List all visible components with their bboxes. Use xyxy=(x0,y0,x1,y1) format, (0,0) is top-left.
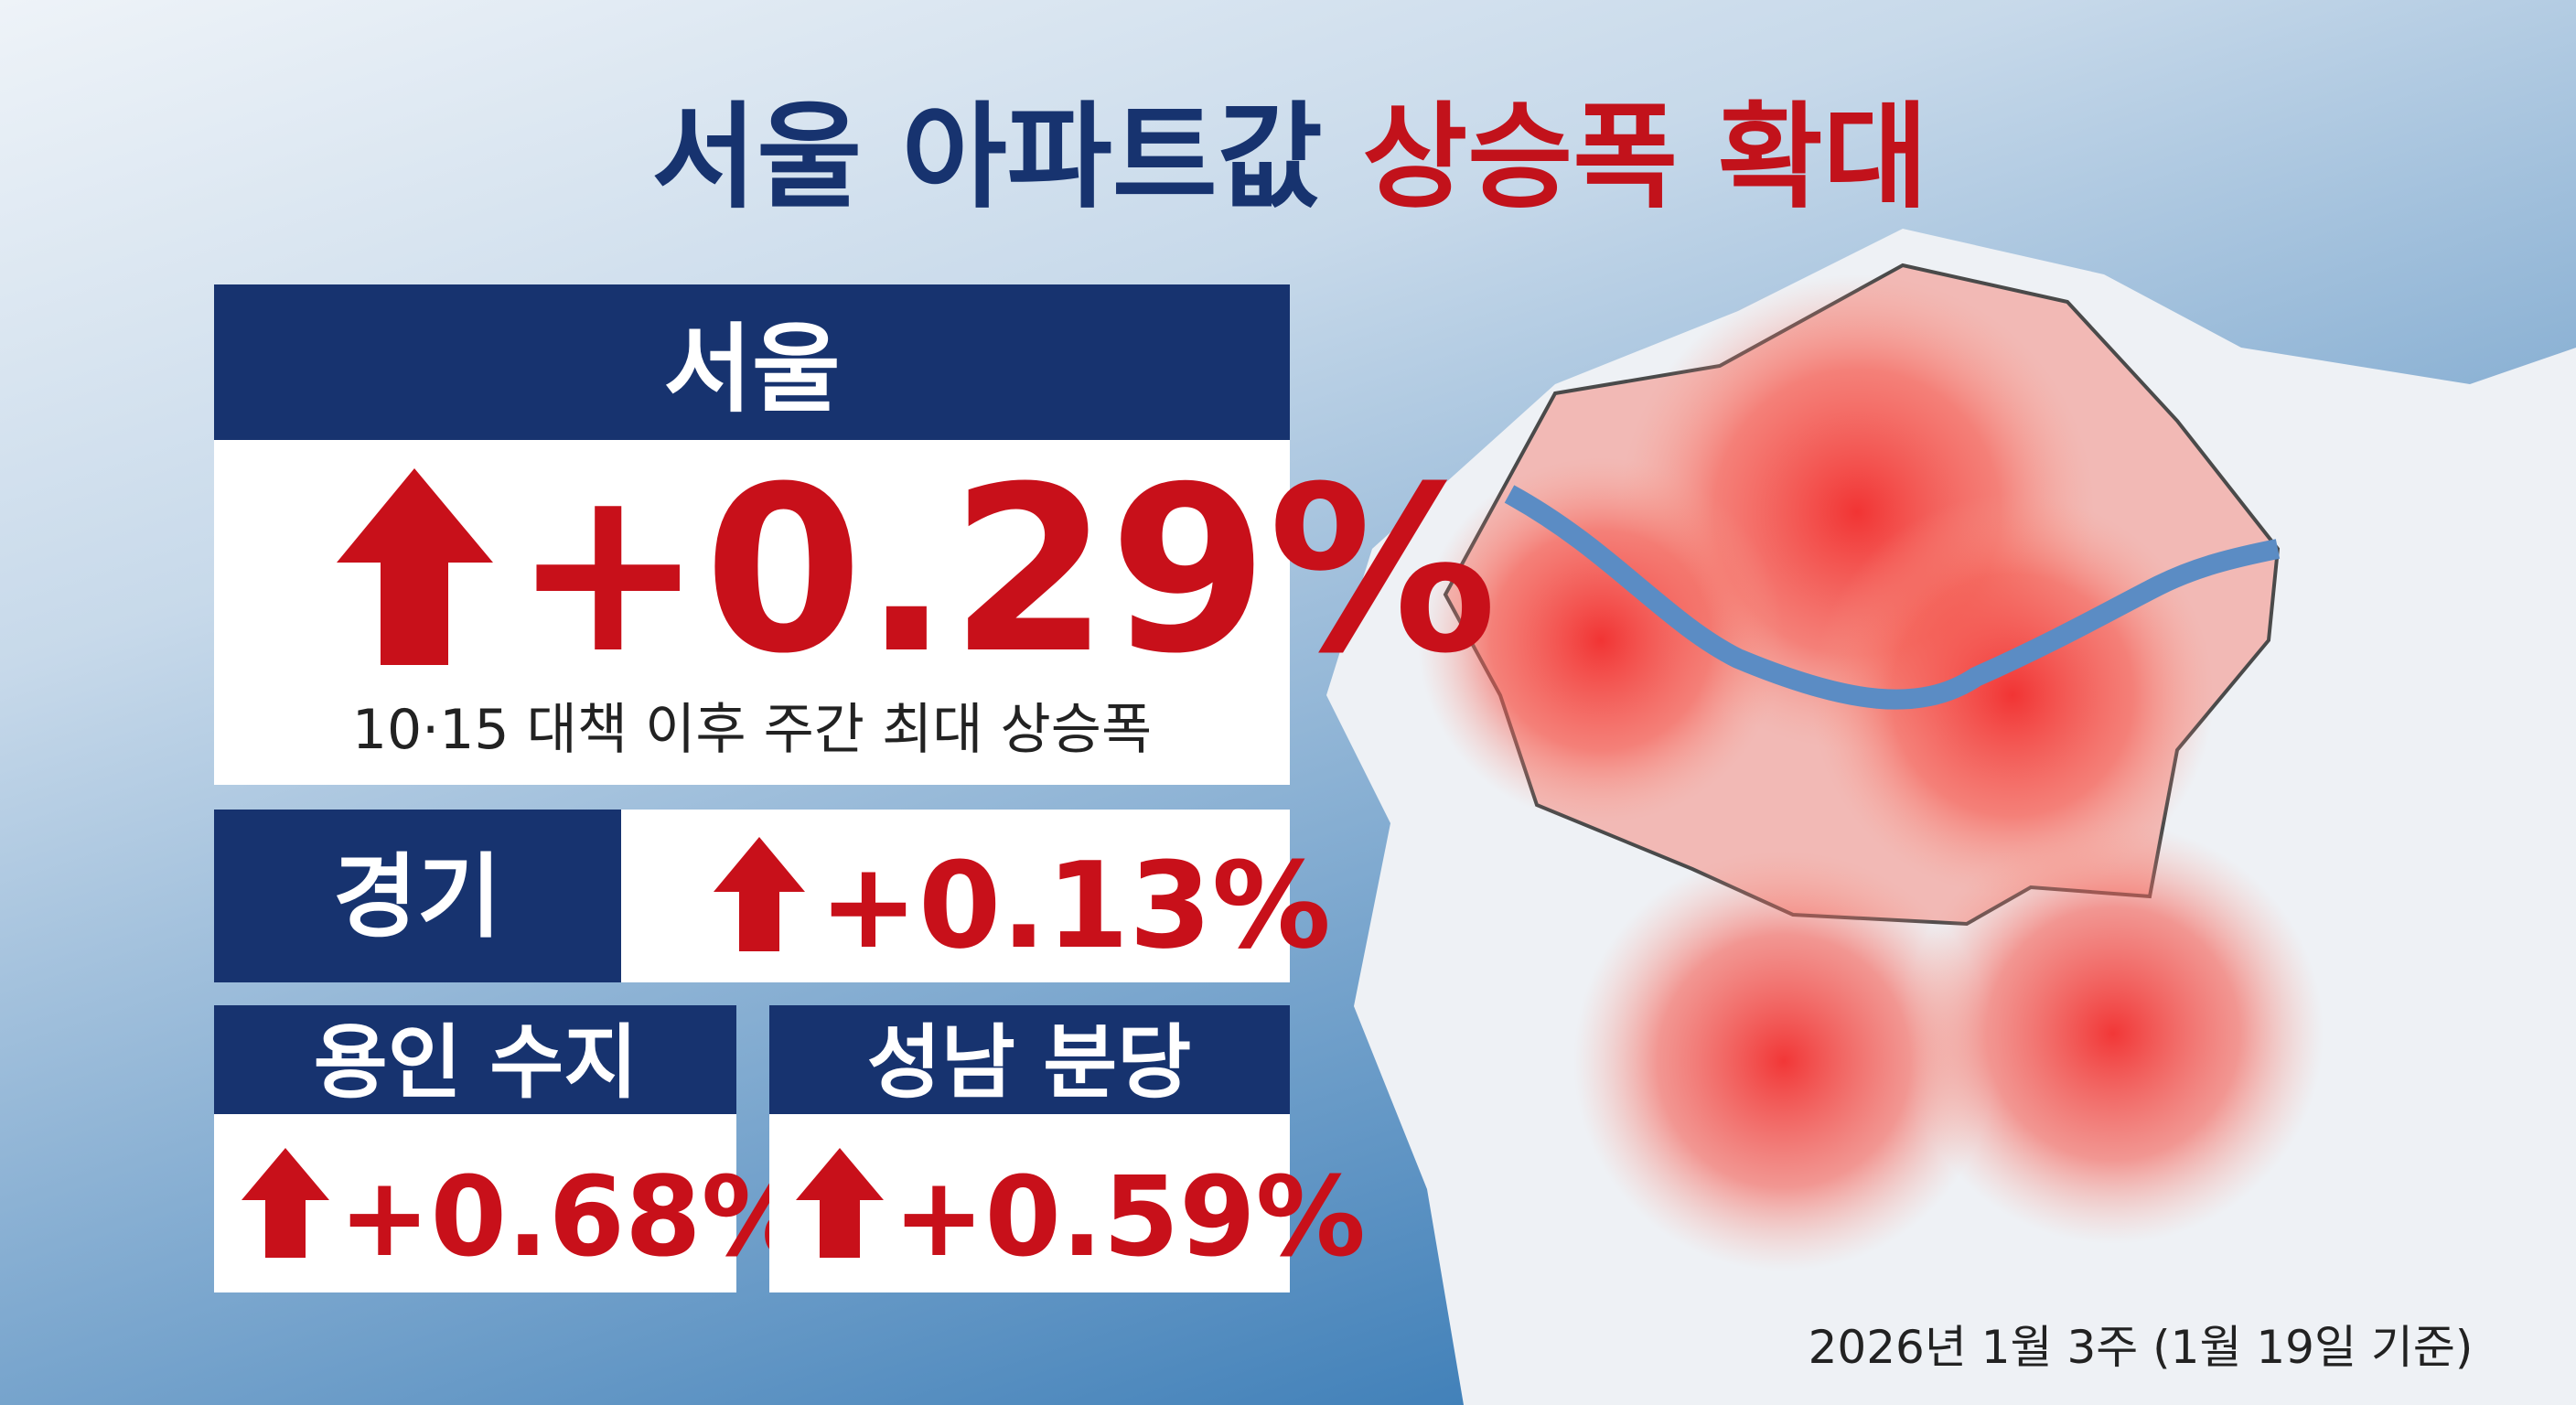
heat-spot xyxy=(1573,851,1994,1271)
title-blue: 서울 아파트값 xyxy=(651,91,1323,224)
heat-spot xyxy=(1903,823,2324,1244)
up-arrow xyxy=(796,1148,884,1258)
card-label: 경기 xyxy=(333,843,501,950)
card-body xyxy=(621,810,1290,982)
card-header xyxy=(769,1005,1290,1114)
heat-spot xyxy=(1418,457,1784,823)
card-label: 성남 분당 xyxy=(867,1015,1191,1110)
card-label: 용인 수지 xyxy=(314,1015,638,1110)
card-value: +0.13% xyxy=(819,836,1331,975)
title-red: 상승폭 확대 xyxy=(1362,91,1928,224)
han-river xyxy=(1504,485,2281,710)
card-note: 10·15 대책 이후 주간 최대 상승폭 xyxy=(352,698,1152,762)
footer-date: 2026년 1월 3주 (1월 19일 기준) xyxy=(1809,1321,2474,1374)
card-label: 서울 xyxy=(663,314,840,425)
card-header xyxy=(214,1005,736,1114)
card-value: +0.29% xyxy=(512,437,1497,703)
card-header xyxy=(214,810,621,982)
heat-spot xyxy=(1811,494,2214,896)
up-arrow xyxy=(242,1148,329,1258)
card-value: +0.68% xyxy=(338,1154,811,1282)
title: 서울 아파트값 상승폭 확대 xyxy=(651,91,1928,224)
up-arrow xyxy=(714,837,805,951)
card-header xyxy=(214,284,1290,440)
card-value: +0.59% xyxy=(893,1154,1366,1282)
up-arrow xyxy=(337,468,493,665)
